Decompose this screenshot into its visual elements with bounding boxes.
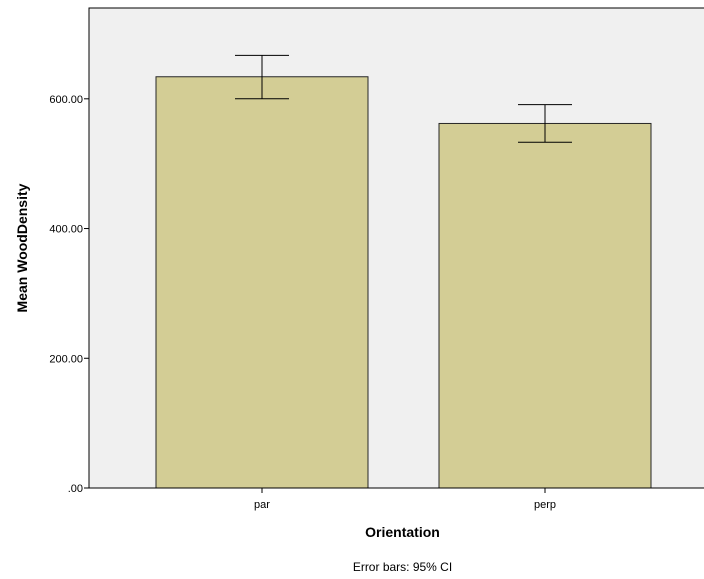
bar-par: [155, 76, 369, 489]
y-tick-label: .00: [68, 483, 83, 495]
error-bar-par: [235, 54, 289, 100]
x-axis-title: Orientation: [365, 524, 440, 540]
x-tick-label-par: par: [254, 499, 270, 511]
y-tick-label: 400.00: [49, 224, 83, 236]
y-tick-label: 200.00: [49, 353, 83, 365]
error-bars-group: [235, 54, 572, 143]
y-tick-label: 600.00: [49, 94, 83, 106]
x-ticks-group: par perp: [254, 488, 556, 511]
x-tick-label-perp: perp: [534, 499, 556, 511]
error-bar-perp: [518, 104, 572, 143]
y-ticks-group: .00 200.00 400.00 600.00: [49, 94, 89, 495]
y-axis-title: Mean WoodDensity: [14, 183, 30, 312]
error-bars-note: Error bars: 95% CI: [353, 560, 452, 574]
bar-perp: [438, 122, 652, 489]
